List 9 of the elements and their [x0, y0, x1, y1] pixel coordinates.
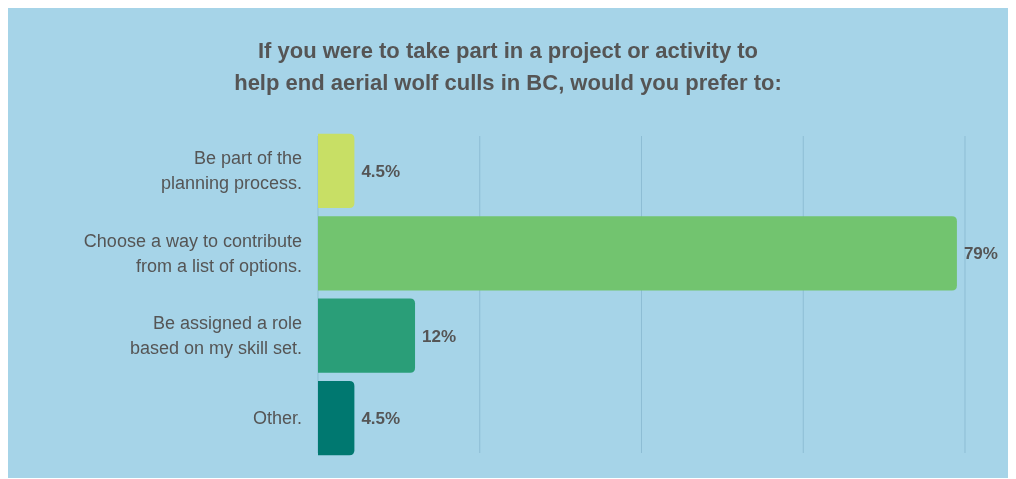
y-tick-label: Other.: [252, 408, 302, 429]
chart-title: If you were to take part in a project or activity to help end aerial wolf culls in BC, would you prefer to:: [234, 38, 782, 95]
data-label: 79%: [963, 244, 998, 264]
y-tick-label: Be assigned a role based on my skill set.: [129, 313, 302, 359]
data-label: 4.5%: [361, 161, 401, 181]
data-label: 12%: [422, 326, 457, 346]
y-tick-label: Choose a way to contribute from a list of options.: [83, 230, 302, 276]
data-label: 4.5%: [361, 409, 401, 429]
y-tick-label: Be part of the planning process.: [160, 148, 302, 194]
